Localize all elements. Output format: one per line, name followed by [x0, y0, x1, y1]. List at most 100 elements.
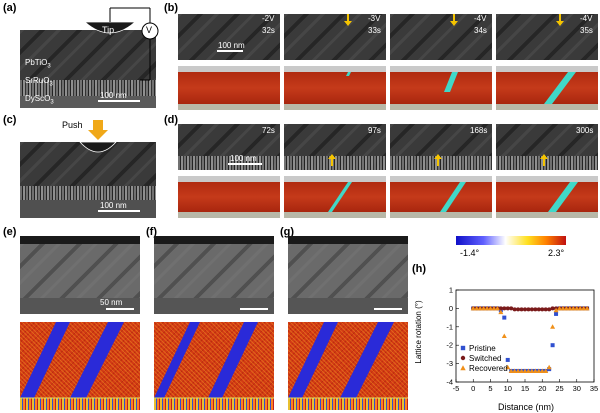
- data-point-switched: [529, 307, 534, 312]
- data-point-recovered: [501, 333, 507, 338]
- panel-a-circuit: [83, 7, 159, 81]
- colorbar-max-label: 2.3°: [548, 248, 565, 258]
- panel-b-scale-text: 100 nm: [218, 41, 245, 50]
- panel-label-e: (e): [3, 226, 17, 238]
- panel-d-frame-1: [178, 124, 280, 170]
- d-frame-4-time: 300s: [576, 126, 594, 135]
- data-point-recovered: [529, 368, 535, 373]
- layer-dso: DyScO3: [25, 94, 54, 106]
- panel-d-scalebar: [228, 163, 262, 165]
- yellow-arrow-down-icon: [450, 14, 458, 26]
- panel-c-tem-image: [20, 142, 156, 218]
- data-point-recovered: [553, 307, 559, 313]
- x-tick-label: -5: [453, 384, 460, 393]
- b-frame-1-time: 32s: [262, 26, 275, 35]
- panel-d-domain-overlay: [328, 182, 578, 212]
- yellow-arrow-up-icon: [540, 154, 548, 166]
- b-frame-4-time: 35s: [580, 26, 593, 35]
- x-tick-label: 5: [488, 384, 492, 393]
- data-point-switched: [505, 306, 510, 311]
- data-point-recovered: [581, 305, 587, 311]
- data-point-switched: [543, 307, 548, 312]
- panel-e-scalebar: [106, 308, 134, 310]
- panel-d-phase-1: [178, 176, 280, 218]
- panel-b-frame-3: [390, 14, 492, 60]
- data-point-recovered: [484, 305, 490, 311]
- tip-label: Tip: [102, 25, 115, 35]
- d-frame-2-time: 97s: [368, 126, 381, 135]
- data-point-recovered: [474, 305, 480, 311]
- y-tick-label: -3: [446, 359, 453, 368]
- b-frame-4-voltage: -4V: [580, 14, 593, 23]
- y-tick-label: -1: [446, 322, 453, 331]
- data-point-recovered: [519, 368, 525, 373]
- data-point-recovered: [494, 305, 500, 311]
- panel-label-f: (f): [146, 226, 157, 238]
- panel-label-b: (b): [164, 2, 179, 14]
- panel-g-scalebar: [374, 308, 402, 310]
- data-point-recovered: [536, 368, 542, 373]
- data-point-recovered: [515, 368, 521, 373]
- yellow-arrow-up-icon: [328, 154, 336, 166]
- panel-b-frame-4: [496, 14, 598, 60]
- panel-label-c: (c): [3, 114, 17, 126]
- data-point-recovered: [512, 368, 518, 373]
- data-point-recovered: [488, 305, 493, 311]
- data-point-switched: [523, 307, 527, 312]
- panel-a-scale-text: 100 nm: [100, 91, 127, 100]
- data-point-recovered: [477, 305, 483, 311]
- data-point-switched: [502, 306, 507, 311]
- data-point-switched: [498, 306, 503, 311]
- data-point-recovered: [508, 368, 514, 373]
- legend-label-switched: Switched: [469, 354, 501, 363]
- data-point-pristine: [505, 357, 510, 362]
- data-point-switched: [512, 307, 517, 312]
- b-frame-2-time: 33s: [368, 26, 381, 35]
- legend-marker-recovered: [460, 365, 466, 371]
- data-point-switched: [526, 307, 531, 312]
- data-point-recovered: [481, 305, 487, 311]
- data-point-switched: [540, 307, 545, 312]
- data-point-switched: [533, 307, 538, 312]
- data-point-recovered: [539, 368, 545, 373]
- panel-g-haadf: [288, 236, 408, 314]
- data-point-recovered: [532, 368, 538, 373]
- panel-b-phase-3: [390, 66, 492, 110]
- efg-domain-overlay: [20, 322, 408, 399]
- panel-label-d: (d): [164, 114, 179, 126]
- data-point-pristine: [554, 311, 559, 316]
- data-point-recovered: [557, 305, 562, 311]
- x-tick-label: 10: [504, 384, 512, 393]
- x-tick-label: 0: [471, 384, 475, 393]
- x-tick-label: 30: [573, 384, 581, 393]
- panel-d-frame-4: [496, 124, 598, 170]
- panel-f-haadf: [154, 236, 274, 314]
- panel-b-frame-1: [178, 14, 280, 60]
- panel-label-a: (a): [3, 2, 17, 14]
- layer-pto: PbTiO3: [25, 58, 51, 70]
- panel-a-tem-image: [20, 30, 156, 108]
- data-point-recovered: [498, 309, 504, 315]
- panel-label-h: (h): [412, 263, 427, 275]
- panel-d-frame-3: [390, 124, 492, 170]
- legend-marker-pristine: [460, 345, 466, 351]
- layer-sro: SrRuO3: [25, 76, 53, 88]
- b-frame-3-time: 34s: [474, 26, 487, 35]
- b-frame-2-voltage: -3V: [368, 14, 381, 23]
- data-point-recovered: [491, 305, 497, 311]
- data-point-switched: [547, 307, 552, 312]
- yellow-arrow-up-icon: [434, 154, 442, 166]
- data-point-recovered: [574, 305, 580, 311]
- d-frame-1-time: 72s: [262, 126, 275, 135]
- y-axis-label: Lattice rotation (°): [414, 300, 423, 364]
- data-point-recovered: [522, 368, 528, 373]
- data-point-pristine: [502, 315, 507, 320]
- data-point-recovered: [505, 364, 511, 370]
- panel-c-scalebar: [98, 210, 140, 212]
- x-tick-label: 35: [590, 384, 598, 393]
- x-tick-label: 15: [521, 384, 529, 393]
- data-point-switched: [519, 307, 524, 312]
- panel-b-arrows: [344, 14, 564, 26]
- data-point-recovered: [546, 364, 552, 370]
- panel-e-scale-text: 50 nm: [100, 298, 123, 307]
